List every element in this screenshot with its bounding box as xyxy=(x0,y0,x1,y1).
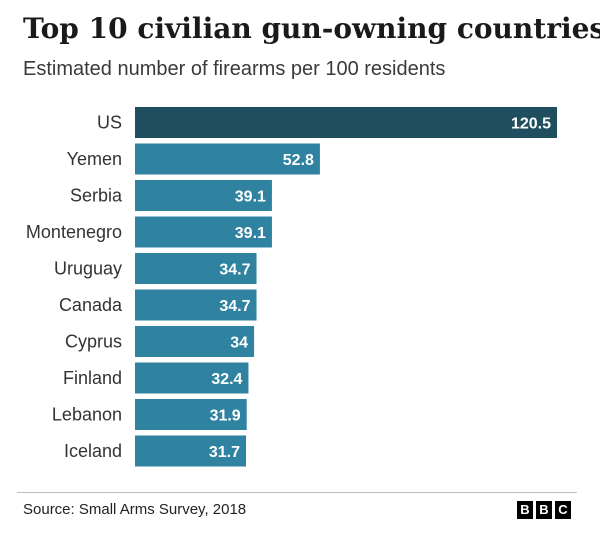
bbc-logo: B B C xyxy=(517,501,571,519)
bbc-logo-letter-2: B xyxy=(536,501,552,519)
category-label-uruguay: Uruguay xyxy=(54,259,122,279)
bar-serbia xyxy=(135,180,272,211)
value-label-us: 120.5 xyxy=(511,116,551,133)
source-note: Source: Small Arms Survey, 2018 xyxy=(23,501,247,518)
bar-montenegro xyxy=(135,216,272,248)
category-label-serbia: Serbia xyxy=(70,186,123,206)
value-label-yemen: 52.8 xyxy=(283,152,314,169)
value-label-iceland: 31.7 xyxy=(209,444,240,461)
value-label-uruguay: 34.7 xyxy=(219,262,250,279)
category-label-lebanon: Lebanon xyxy=(52,405,122,425)
bbc-logo-letter-1: B xyxy=(517,501,533,519)
bar-cyprus xyxy=(135,326,255,357)
footer-divider xyxy=(17,492,577,493)
bbc-logo-letter-3: C xyxy=(555,501,571,519)
category-label-canada: Canada xyxy=(59,295,123,315)
bar-iceland xyxy=(135,435,247,467)
value-label-serbia: 39.1 xyxy=(235,189,266,206)
category-label-finland: Finland xyxy=(63,368,122,388)
value-label-cyprus: 34 xyxy=(230,335,248,352)
category-label-us: US xyxy=(97,113,122,133)
chart-title: Top 10 civilian gun-owning countries xyxy=(23,12,600,45)
bar-canada xyxy=(135,289,257,321)
bar-us xyxy=(135,107,557,138)
category-label-montenegro: Montenegro xyxy=(26,222,122,242)
bar-chart: US 120.5 Yemen 52.8 Serbia 39.1 Montenegro 39.1… xyxy=(26,107,557,467)
bar-finland xyxy=(135,362,249,394)
value-label-finland: 32.4 xyxy=(211,371,242,388)
value-label-canada: 34.7 xyxy=(219,298,250,315)
chart-subtitle: Estimated number of firearms per 100 res… xyxy=(23,58,446,80)
category-label-yemen: Yemen xyxy=(67,149,122,169)
bar-yemen xyxy=(135,143,320,175)
value-label-montenegro: 39.1 xyxy=(235,225,266,242)
bar-lebanon xyxy=(135,399,247,430)
value-label-lebanon: 31.9 xyxy=(210,408,241,425)
category-label-iceland: Iceland xyxy=(64,441,122,461)
bar-uruguay xyxy=(135,253,257,284)
category-label-cyprus: Cyprus xyxy=(65,332,122,352)
